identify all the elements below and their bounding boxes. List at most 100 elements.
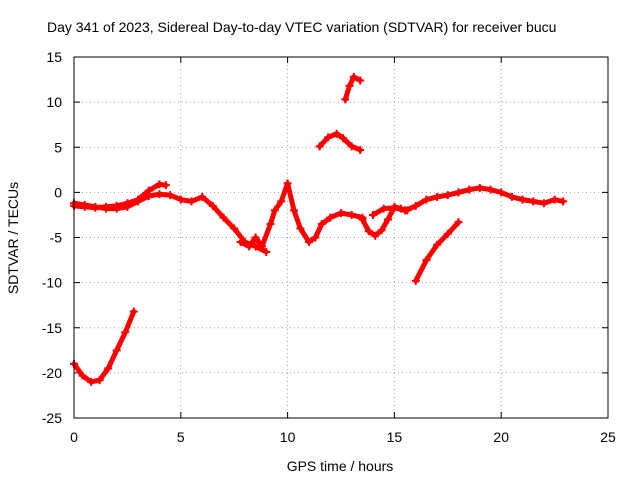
data-point — [315, 142, 324, 151]
data-point — [230, 224, 239, 233]
data-point — [339, 134, 348, 143]
data-point — [390, 203, 399, 212]
data-point — [208, 201, 217, 210]
y-axis-label: SDTVAR / TECUs — [5, 182, 21, 294]
data-point — [266, 219, 275, 228]
data-point — [161, 181, 170, 190]
data-point — [369, 210, 378, 219]
x-axis-label: GPS time / hours — [287, 458, 394, 474]
data-point — [270, 206, 279, 215]
data-point — [102, 204, 111, 213]
data-point — [123, 202, 132, 211]
y-tick-label: -20 — [42, 365, 62, 381]
data-point — [475, 183, 484, 192]
data-point — [454, 188, 463, 197]
data-point — [345, 81, 354, 90]
y-tick-label: 10 — [46, 94, 62, 110]
data-point — [358, 215, 367, 224]
data-point — [465, 185, 474, 194]
data-point — [454, 218, 463, 227]
data-point — [277, 197, 286, 206]
data-point — [80, 201, 89, 210]
y-tick-label: -10 — [42, 275, 62, 291]
series-seg-f — [342, 74, 363, 102]
data-point — [401, 206, 410, 215]
data-point — [539, 199, 548, 208]
data-point — [176, 195, 185, 204]
data-point — [349, 72, 358, 81]
data-point — [341, 95, 350, 104]
data-point — [129, 307, 138, 316]
axis-ticks: 0 5 10 15 20 25 -25 -20 -15 -10 -5 0 5 10 15 — [42, 49, 616, 445]
data-point — [356, 76, 365, 85]
data-point — [95, 376, 104, 385]
data-point — [497, 188, 506, 197]
data-point — [251, 233, 260, 242]
data-point — [364, 227, 373, 236]
series-seg-b — [71, 191, 269, 255]
y-tick-label: -15 — [42, 320, 62, 336]
data-point — [377, 226, 386, 235]
data-point — [411, 201, 420, 210]
data-point — [317, 219, 326, 228]
data-point — [245, 242, 254, 251]
plot-frame — [73, 56, 609, 419]
data-point — [383, 215, 392, 224]
data-point — [91, 202, 100, 211]
data-point — [187, 197, 196, 206]
data-point — [257, 242, 266, 251]
data-point — [379, 204, 388, 213]
x-tick-label: 20 — [493, 429, 509, 445]
data-point — [78, 371, 87, 380]
data-point — [326, 213, 335, 222]
data-point — [166, 191, 175, 200]
chart-title: Day 341 of 2023, Sidereal Day-to-day VTE… — [47, 19, 556, 35]
data-point — [283, 179, 292, 188]
x-tick-label: 10 — [280, 429, 296, 445]
data-point — [443, 229, 452, 238]
data-point — [112, 204, 121, 213]
data-point — [507, 192, 516, 201]
data-point — [411, 276, 420, 285]
series-seg-d — [71, 309, 137, 385]
x-tick-label: 15 — [387, 429, 403, 445]
y-tick-label: 0 — [54, 184, 62, 200]
data-point — [121, 328, 130, 337]
data-point — [290, 206, 299, 215]
data-point — [347, 210, 356, 219]
data-point — [422, 195, 431, 204]
x-tick-label: 0 — [70, 429, 78, 445]
data-point — [559, 197, 568, 206]
data-series — [70, 72, 568, 386]
y-tick-label: 15 — [46, 49, 62, 65]
data-point — [324, 133, 333, 142]
data-point — [236, 238, 245, 247]
data-point — [347, 142, 356, 151]
series-seg-e — [317, 131, 363, 153]
data-point — [304, 238, 313, 247]
data-point — [443, 191, 452, 200]
series-seg-i — [413, 219, 461, 284]
data-point — [262, 247, 271, 256]
data-point — [518, 195, 527, 204]
data-point — [296, 224, 305, 233]
data-point — [311, 233, 320, 242]
data-point — [356, 145, 365, 154]
data-point — [198, 192, 207, 201]
data-point — [433, 192, 442, 201]
data-point — [112, 346, 121, 355]
x-tick-label: 25 — [600, 429, 616, 445]
data-point — [433, 240, 442, 249]
data-point — [486, 185, 495, 194]
data-point — [332, 129, 341, 138]
grid-lines — [74, 57, 608, 418]
data-point — [371, 231, 380, 240]
data-point — [104, 364, 113, 373]
data-point — [144, 191, 153, 200]
data-point — [337, 209, 345, 218]
data-point — [529, 197, 538, 206]
data-point — [87, 377, 96, 386]
y-tick-label: -5 — [50, 230, 63, 246]
data-point — [155, 190, 164, 199]
